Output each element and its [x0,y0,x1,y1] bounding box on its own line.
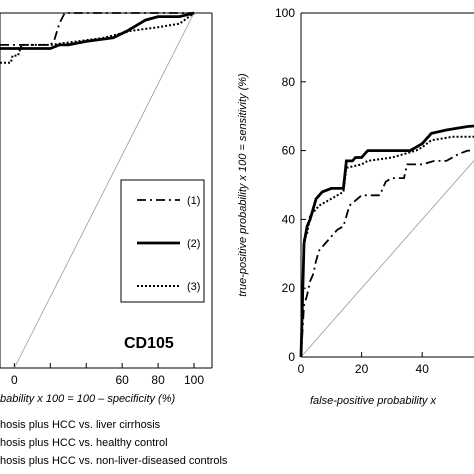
left-x-axis-label: bability x 100 = 100 – specificity (%) [0,393,176,405]
caption-line-2: hosis plus HCC vs. healthy control [0,437,168,449]
caption-line-1: hosis plus HCC vs. liver cirrhosis [0,419,161,431]
left-x-tick-label-60: 60 [115,373,129,387]
left-x-tick-label-80: 80 [151,373,165,387]
right-y-tick-label-60: 60 [282,144,296,158]
caption-line-3: hosis plus HCC vs. non-liver-diseased co… [0,455,228,467]
cd105-annotation: CD105 [124,335,174,352]
left-series-2 [0,11,195,50]
left-diagonal-reference-line [14,12,195,369]
right-y-tick-label-80: 80 [282,75,296,89]
right-x-tick-label-40: 40 [416,362,430,376]
left-series-3 [0,12,195,64]
right-x-tick-label-20: 20 [355,362,369,376]
left-roc-panel: 0 60 80 100 (1) (2) (3) CD105 bability x 10… [0,11,213,405]
legend-label-1: (1) [187,195,200,207]
left-x-tick-label-0: 0 [11,373,18,387]
right-x-axis-label: false-positive probability x [310,395,436,407]
left-x-tick-label-100: 100 [184,373,204,387]
legend: (1) (2) (3) [120,179,205,303]
right-diagonal-reference-line [300,159,474,358]
right-series-1 [300,149,474,358]
right-y-tick-label-20: 20 [282,281,296,295]
right-y-tick-label-0: 0 [288,350,295,364]
right-roc-panel: 0 20 40 0 20 40 60 80 100 true-positive probabil… [237,6,474,407]
right-y-tick-label-100: 100 [275,6,295,20]
figure-caption: hosis plus HCC vs. liver cirrhosis hosis… [0,419,228,467]
right-y-tick-label-40: 40 [282,212,296,226]
right-x-tick-label-0: 0 [298,362,305,376]
right-series-3 [300,135,474,358]
right-y-axis-label: true-positive probability x 100 = sensit… [237,73,249,297]
legend-label-2: (2) [187,238,200,250]
legend-label-3: (3) [187,281,200,293]
right-series-2 [299,124,474,358]
